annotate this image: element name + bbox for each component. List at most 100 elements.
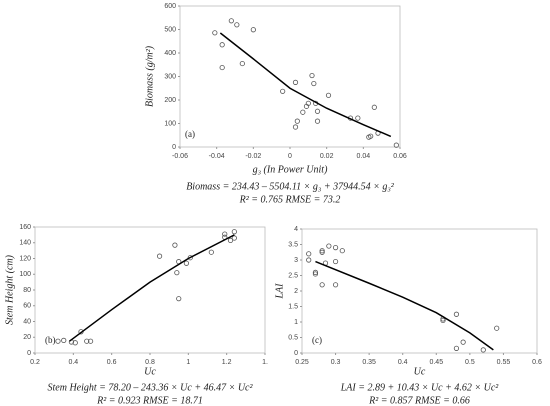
y-tick-label: 140 bbox=[19, 240, 31, 247]
fit-curve bbox=[219, 32, 392, 138]
data-point bbox=[231, 235, 237, 241]
fit-stats: R² = 0.923 RMSE = 18.71 bbox=[96, 395, 203, 406]
y-tick-label: 200 bbox=[164, 97, 176, 104]
y-tick-label: 20 bbox=[23, 334, 31, 341]
x-axis-label: g₃ (In Power Unit) bbox=[253, 164, 329, 175]
data-point bbox=[453, 345, 460, 351]
data-point bbox=[239, 60, 245, 67]
data-point bbox=[292, 124, 299, 130]
plot-frame bbox=[34, 226, 266, 354]
fit-curve bbox=[315, 260, 494, 351]
data-point bbox=[480, 347, 486, 353]
data-point bbox=[61, 337, 67, 343]
y-tick-label: 40 bbox=[23, 318, 31, 325]
data-point bbox=[231, 229, 237, 235]
y-tick-label: 2.5 bbox=[288, 272, 298, 279]
x-tick-label: 0.3 bbox=[331, 359, 341, 366]
x-tick-label: 0.5 bbox=[465, 359, 475, 366]
data-point bbox=[306, 257, 312, 263]
y-tick-label: 400 bbox=[164, 50, 176, 57]
y-tick-label: 100 bbox=[19, 271, 31, 278]
data-point bbox=[332, 282, 339, 288]
equation: Biomass = 234.43 – 5504.11 × g₃ + 37944.… bbox=[186, 181, 395, 192]
data-point bbox=[250, 27, 256, 33]
fit-curve bbox=[69, 234, 235, 342]
data-point bbox=[55, 338, 61, 344]
data-point bbox=[326, 243, 332, 249]
data-point bbox=[306, 251, 312, 257]
data-point bbox=[172, 242, 178, 248]
data-point bbox=[311, 80, 317, 87]
data-point bbox=[460, 339, 466, 345]
y-tick-label: 300 bbox=[164, 73, 176, 80]
data-point bbox=[319, 282, 325, 288]
y-tick-label: 3 bbox=[294, 257, 298, 264]
y-tick-label: 500 bbox=[164, 26, 176, 33]
x-tick-label: 0.2 bbox=[30, 359, 40, 366]
data-point bbox=[228, 18, 234, 24]
data-point bbox=[366, 134, 372, 140]
data-point bbox=[183, 260, 190, 266]
data-point bbox=[72, 340, 78, 346]
data-point bbox=[234, 22, 240, 28]
x-tick-label: 0.8 bbox=[145, 359, 155, 366]
data-point bbox=[319, 249, 325, 255]
x-tick-label: -0.02 bbox=[245, 153, 261, 160]
y-tick-label: 0 bbox=[294, 350, 298, 357]
y-tick-label: 160 bbox=[19, 224, 31, 231]
plot-frame bbox=[301, 228, 538, 354]
data-point bbox=[219, 64, 225, 71]
data-point bbox=[87, 338, 94, 344]
equation: LAI = 2.89 + 10.43 × Uc + 4.62 × Uc² bbox=[340, 382, 500, 393]
x-tick-label: 1.2 bbox=[222, 359, 232, 366]
panel-label: (c) bbox=[312, 335, 322, 345]
data-point bbox=[319, 248, 325, 254]
data-point bbox=[309, 72, 315, 79]
data-point bbox=[187, 255, 193, 261]
y-tick-label: 60 bbox=[23, 303, 31, 310]
x-tick-label: -0.04 bbox=[209, 153, 225, 160]
y-tick-label: 0 bbox=[27, 350, 31, 357]
data-point bbox=[314, 118, 321, 124]
data-point bbox=[294, 118, 300, 124]
data-point bbox=[393, 142, 399, 148]
x-tick-label: 0.6 bbox=[532, 359, 542, 366]
data-point bbox=[312, 269, 319, 275]
data-point bbox=[325, 92, 332, 98]
data-point bbox=[156, 253, 163, 259]
panel-label: (b) bbox=[45, 335, 56, 345]
y-tick-label: 2 bbox=[294, 288, 298, 295]
x-tick-label: 0.06 bbox=[393, 153, 407, 160]
y-tick-label: 80 bbox=[23, 287, 31, 294]
x-tick-label: 0.4 bbox=[68, 359, 78, 366]
data-point bbox=[314, 108, 321, 114]
x-tick-label: 0.6 bbox=[107, 359, 117, 366]
x-tick-label: 0.02 bbox=[320, 153, 334, 160]
data-point bbox=[339, 248, 345, 254]
data-point bbox=[494, 325, 500, 331]
x-tick-label: 0.25 bbox=[295, 359, 309, 366]
y-tick-label: 1.5 bbox=[288, 303, 298, 310]
y-axis-label: Biomass (g/m²) bbox=[144, 45, 155, 107]
x-tick-label: 0.4 bbox=[398, 359, 408, 366]
y-tick-label: 600 bbox=[164, 3, 176, 10]
data-point bbox=[212, 30, 218, 36]
data-point bbox=[312, 271, 319, 277]
y-tick-label: 1 bbox=[294, 319, 298, 326]
data-point bbox=[300, 109, 306, 115]
x-tick-label: 0.35 bbox=[362, 359, 376, 366]
data-point bbox=[227, 237, 234, 243]
fit-stats: R² = 0.857 RMSE = 0.66 bbox=[368, 395, 470, 406]
y-tick-label: 120 bbox=[19, 255, 31, 262]
data-point bbox=[84, 338, 90, 344]
data-point bbox=[280, 88, 286, 94]
data-point bbox=[174, 270, 180, 276]
y-tick-label: 3.5 bbox=[288, 241, 298, 248]
data-point bbox=[222, 231, 228, 237]
y-axis-label: LAI bbox=[274, 283, 285, 300]
y-axis-label: Stem Height (cm) bbox=[4, 254, 15, 325]
x-tick-label: 1 bbox=[186, 359, 190, 366]
data-point bbox=[332, 245, 339, 251]
data-point bbox=[208, 249, 214, 255]
